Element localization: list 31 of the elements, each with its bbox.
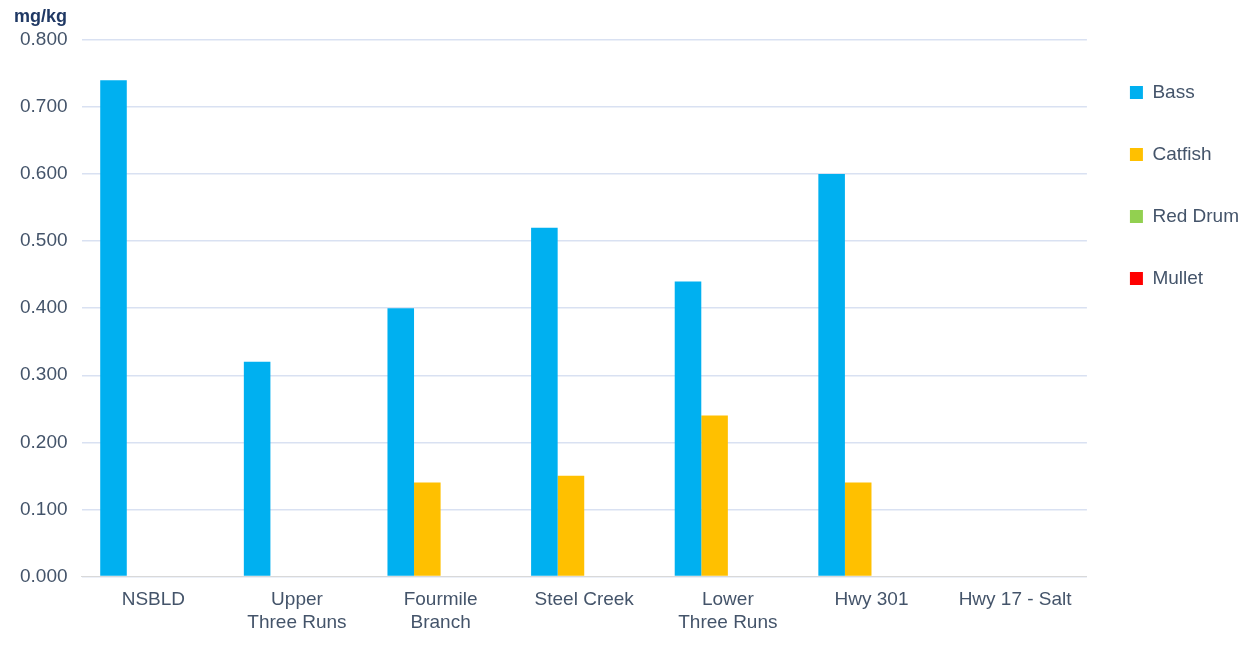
x-tick-label: Lower Three Runs: [678, 588, 778, 632]
bar: [243, 361, 271, 576]
y-tick-label: 0.700: [20, 95, 68, 117]
bar: [557, 475, 585, 576]
x-tick-label: NSBLD: [121, 588, 186, 610]
x-tick-label: Hwy 301: [834, 588, 909, 610]
x-tick-label: Hwy 17 - Salt: [958, 588, 1073, 610]
bar: [531, 227, 558, 576]
bar: [100, 80, 127, 576]
y-tick-label: 0.000: [20, 564, 68, 586]
legend-label: Catfish: [1152, 142, 1212, 164]
bar: [818, 174, 845, 576]
y-axis-title: mg/kg: [14, 5, 68, 26]
legend-label: Red Drum: [1152, 204, 1239, 226]
bar: [414, 482, 441, 576]
legend-label: Mullet: [1152, 266, 1204, 288]
y-tick-label: 0.100: [20, 497, 68, 519]
y-tick-label: 0.200: [20, 430, 68, 452]
bar: [674, 281, 702, 576]
y-tick-label: 0.400: [20, 296, 68, 318]
x-tick-label: Fourmile Branch: [403, 588, 478, 632]
x-tick-label: Upper Three Runs: [247, 588, 347, 632]
y-tick-label: 0.600: [20, 162, 68, 184]
legend-label: Bass: [1152, 80, 1195, 102]
y-tick-label: 0.800: [20, 28, 68, 50]
x-tick-label: Steel Creek: [534, 588, 635, 610]
y-tick-label: 0.500: [20, 229, 68, 251]
bar: [844, 482, 872, 576]
bar: [387, 308, 415, 576]
y-tick-label: 0.300: [20, 363, 68, 385]
bar: [701, 415, 728, 576]
